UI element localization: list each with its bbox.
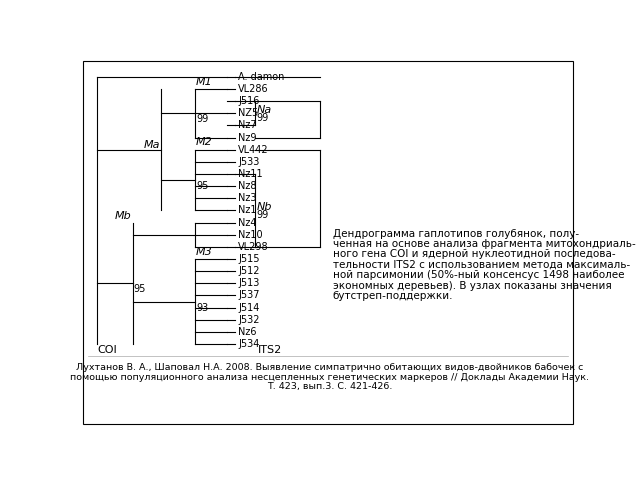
Text: M3: M3 — [195, 247, 212, 257]
Text: Nz3: Nz3 — [238, 193, 257, 204]
Text: Лухтанов В. А., Шаповал Н.А. 2008. Выявление симпатрично обитающих видов-двойник: Лухтанов В. А., Шаповал Н.А. 2008. Выявл… — [76, 363, 583, 372]
Text: Nz8: Nz8 — [238, 181, 257, 191]
Text: Дендрограмма гаплотипов голубянок, полу-: Дендрограмма гаплотипов голубянок, полу- — [333, 228, 579, 239]
Text: NZ5: NZ5 — [238, 108, 259, 118]
Text: J534: J534 — [238, 339, 259, 349]
Text: 99: 99 — [257, 113, 269, 123]
Text: 99: 99 — [196, 114, 209, 124]
Text: A. damon: A. damon — [238, 72, 284, 82]
Text: Nz11: Nz11 — [238, 169, 263, 179]
Text: COI: COI — [97, 345, 116, 355]
Text: 95: 95 — [196, 181, 209, 191]
Text: VL442: VL442 — [238, 145, 269, 155]
Text: J512: J512 — [238, 266, 260, 276]
Text: J513: J513 — [238, 278, 259, 288]
Text: J533: J533 — [238, 157, 259, 167]
Text: тельности ITS2 с использованием метода максималь-: тельности ITS2 с использованием метода м… — [333, 260, 630, 270]
Text: бутстреп-поддержки.: бутстреп-поддержки. — [333, 291, 453, 301]
Text: J532: J532 — [238, 315, 260, 325]
Text: J537: J537 — [238, 290, 260, 300]
Text: ченная на основе анализа фрагмента митохондриаль-: ченная на основе анализа фрагмента митох… — [333, 239, 636, 249]
Text: Nz9: Nz9 — [238, 132, 257, 143]
Text: Na: Na — [257, 105, 272, 115]
Text: J515: J515 — [238, 254, 260, 264]
Text: 93: 93 — [196, 303, 209, 312]
Text: J514: J514 — [238, 302, 259, 312]
Text: ной парсимонии (50%-ный консенсус 1498 наиболее: ной парсимонии (50%-ный консенсус 1498 н… — [333, 270, 624, 280]
Text: Ma: Ma — [143, 140, 160, 150]
Text: экономных деревьев). В узлах показаны значения: экономных деревьев). В узлах показаны зн… — [333, 280, 611, 290]
Text: Nz6: Nz6 — [238, 327, 257, 337]
Text: ITS2: ITS2 — [259, 345, 282, 355]
Text: Mb: Mb — [115, 211, 131, 221]
Text: M1: M1 — [195, 77, 212, 87]
Text: VL298: VL298 — [238, 242, 269, 252]
Text: J516: J516 — [238, 96, 259, 106]
Text: Nz1: Nz1 — [238, 205, 257, 216]
Text: Nb: Nb — [257, 203, 272, 212]
Text: Nz10: Nz10 — [238, 230, 263, 240]
Text: Nz4: Nz4 — [238, 217, 257, 228]
Text: Т. 423, вып.3. С. 421-426.: Т. 423, вып.3. С. 421-426. — [267, 382, 392, 391]
Text: VL286: VL286 — [238, 84, 269, 94]
Text: M2: M2 — [195, 137, 212, 147]
Text: ного гена COI и ядерной нуклеотидной последова-: ного гена COI и ядерной нуклеотидной пос… — [333, 249, 615, 259]
Text: 95: 95 — [134, 285, 146, 294]
Text: помощью популяционного анализа несцепленных генетических маркеров // Доклады Ака: помощью популяционного анализа несцеплен… — [70, 372, 589, 382]
Text: 99: 99 — [257, 210, 269, 220]
Text: Nz7: Nz7 — [238, 120, 257, 131]
